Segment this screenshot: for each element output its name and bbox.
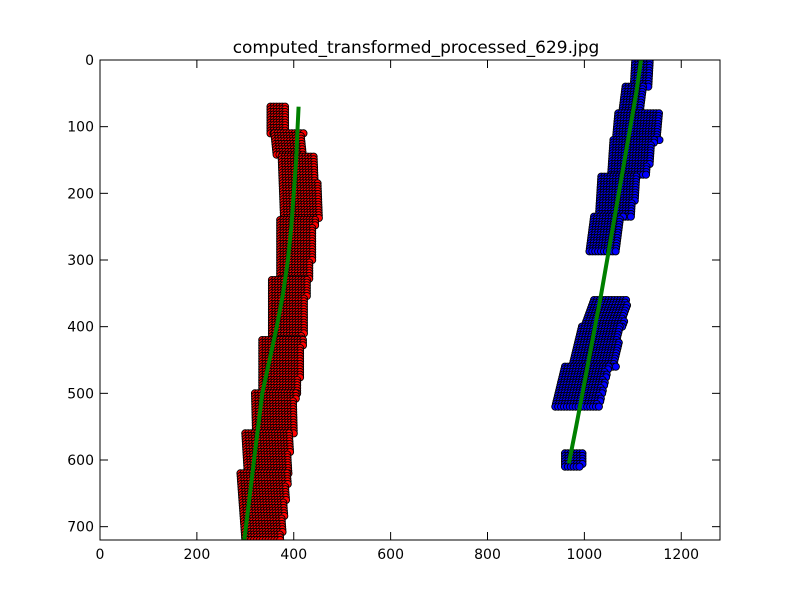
right-lane-point [626, 212, 635, 221]
x-tick-label: 1000 [567, 547, 603, 563]
y-tick-label: 0 [85, 53, 94, 69]
right-lane-point [575, 462, 584, 471]
x-tick-label: 0 [96, 547, 105, 563]
y-tick-label: 700 [67, 520, 94, 536]
y-tick-label: 600 [67, 453, 94, 469]
plot-area [236, 60, 664, 540]
x-tick-label: 800 [474, 547, 501, 563]
y-tick-label: 300 [67, 253, 94, 269]
y-tick-label: 100 [67, 120, 94, 136]
right-lane-point [641, 170, 651, 179]
right-lane-point [611, 247, 620, 256]
y-tick-label: 400 [67, 320, 94, 336]
left-lane-point [276, 535, 285, 540]
x-tick-label: 200 [184, 547, 211, 563]
x-tick-label: 1200 [663, 547, 699, 563]
x-tick-label: 600 [377, 547, 404, 563]
y-tick-label: 200 [67, 186, 94, 202]
right-lane-point [594, 402, 603, 411]
chart-title: computed_transformed_processed_629.jpg [233, 38, 600, 58]
x-tick-label: 400 [280, 547, 307, 563]
y-tick-label: 500 [67, 386, 94, 402]
right-fit-line [566, 60, 644, 464]
right-lane-point [611, 362, 620, 371]
